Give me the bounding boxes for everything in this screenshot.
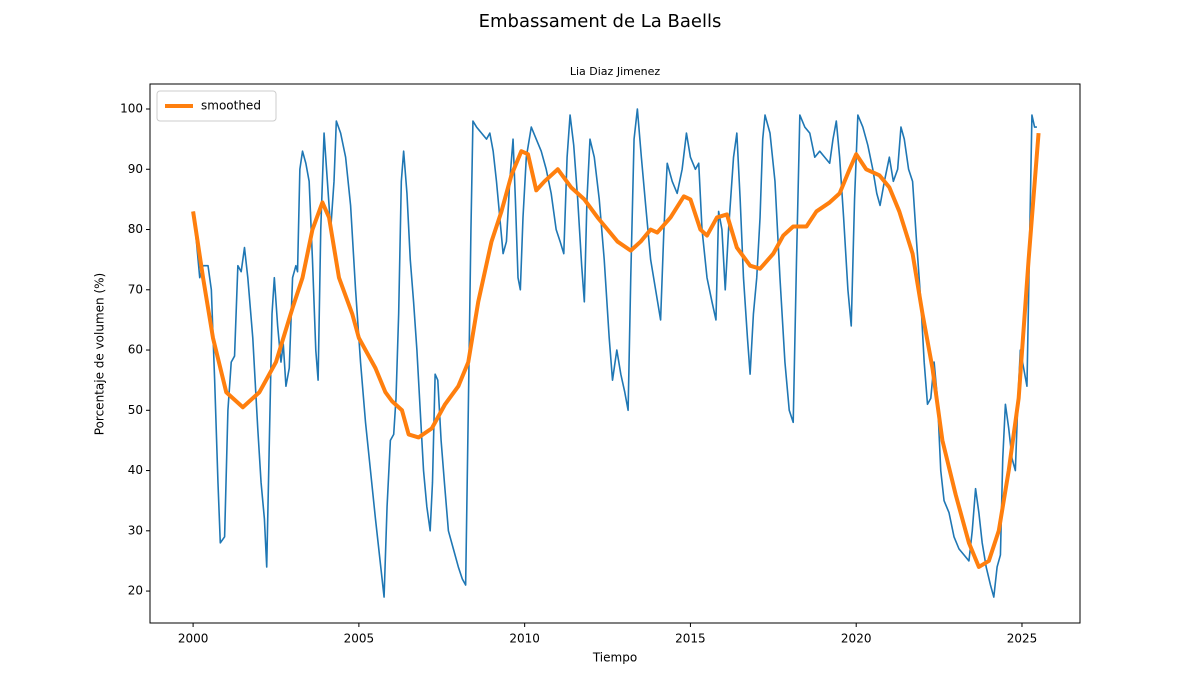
y-tick-label: 100: [120, 102, 143, 116]
y-tick-label: 80: [128, 222, 143, 236]
y-axis-label: Porcentaje de volumen (%): [93, 273, 107, 435]
plot-frame: [149, 83, 1081, 624]
chart-subtitle: Lia Diaz Jimenez: [570, 65, 660, 78]
y-tick-label: 70: [128, 282, 143, 296]
x-tick-label: 2020: [841, 632, 872, 646]
x-axis-label: Tiempo: [592, 651, 637, 665]
smoothed-line: [191, 132, 1041, 569]
data-line: [192, 108, 1037, 598]
y-tick-label: 90: [128, 162, 143, 176]
x-tick-label: 2010: [509, 632, 540, 646]
x-tick-label: 2025: [1007, 632, 1038, 646]
y-tick-label: 40: [128, 463, 143, 477]
y-tick-label: 20: [128, 584, 143, 598]
x-tick-label: 2015: [675, 632, 706, 646]
x-tick-label: 2000: [178, 632, 209, 646]
y-tick-label: 60: [128, 343, 143, 357]
legend-box: [156, 90, 277, 122]
x-tick-label: 2005: [344, 632, 375, 646]
legend-label: smoothed: [201, 99, 261, 113]
y-tick-label: 30: [128, 523, 143, 537]
chart-title: Embassament de La Baells: [479, 11, 722, 32]
y-tick-label: 50: [128, 403, 143, 417]
